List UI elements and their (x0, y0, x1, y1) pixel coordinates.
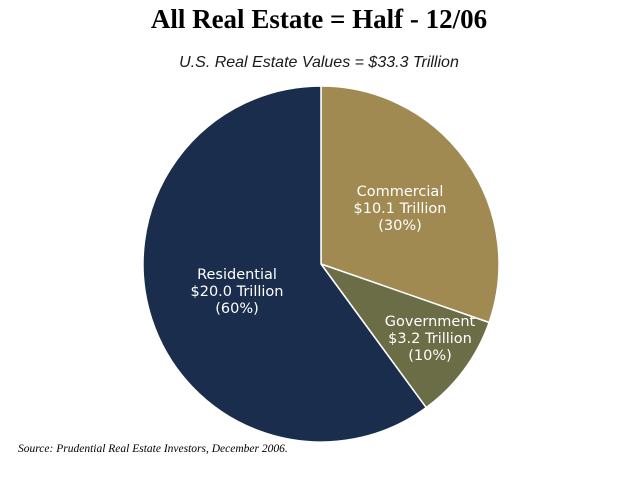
pie-labels: Commercial $10.1 Trillion (30%)Government $… (191, 184, 476, 364)
slice-percent: (10%) (408, 348, 452, 364)
pie-slice-commercial (320, 85, 500, 324)
slice-name: Commercial (357, 184, 444, 200)
pie-slices (142, 85, 500, 443)
slice-label-residential: Residential $20.0 Trillion (60%) (191, 267, 284, 317)
slice-percent: (60%) (215, 301, 259, 317)
slice-label-commercial: Commercial $10.1 Trillion (30%) (354, 184, 447, 234)
chart-title: All Real Estate = Half - 12/06 (150, 4, 488, 34)
pie-slice-residential (142, 85, 427, 443)
chart-subtitle: U.S. Real Estate Values = $33.3 Trillion (179, 54, 459, 71)
pie-slice-government (320, 263, 490, 409)
slice-name: Residential (197, 267, 277, 283)
slice-name: Government (385, 314, 476, 330)
slice-label-government: Government $3.2 Trillion (10%) (385, 314, 476, 364)
source-note: Source: Prudential Real Estate Investors… (18, 443, 288, 455)
slice-value: $10.1 Trillion (354, 201, 447, 217)
slice-value: $20.0 Trillion (191, 284, 284, 300)
slice-value: $3.2 Trillion (388, 331, 472, 347)
slice-percent: (30%) (378, 218, 422, 234)
